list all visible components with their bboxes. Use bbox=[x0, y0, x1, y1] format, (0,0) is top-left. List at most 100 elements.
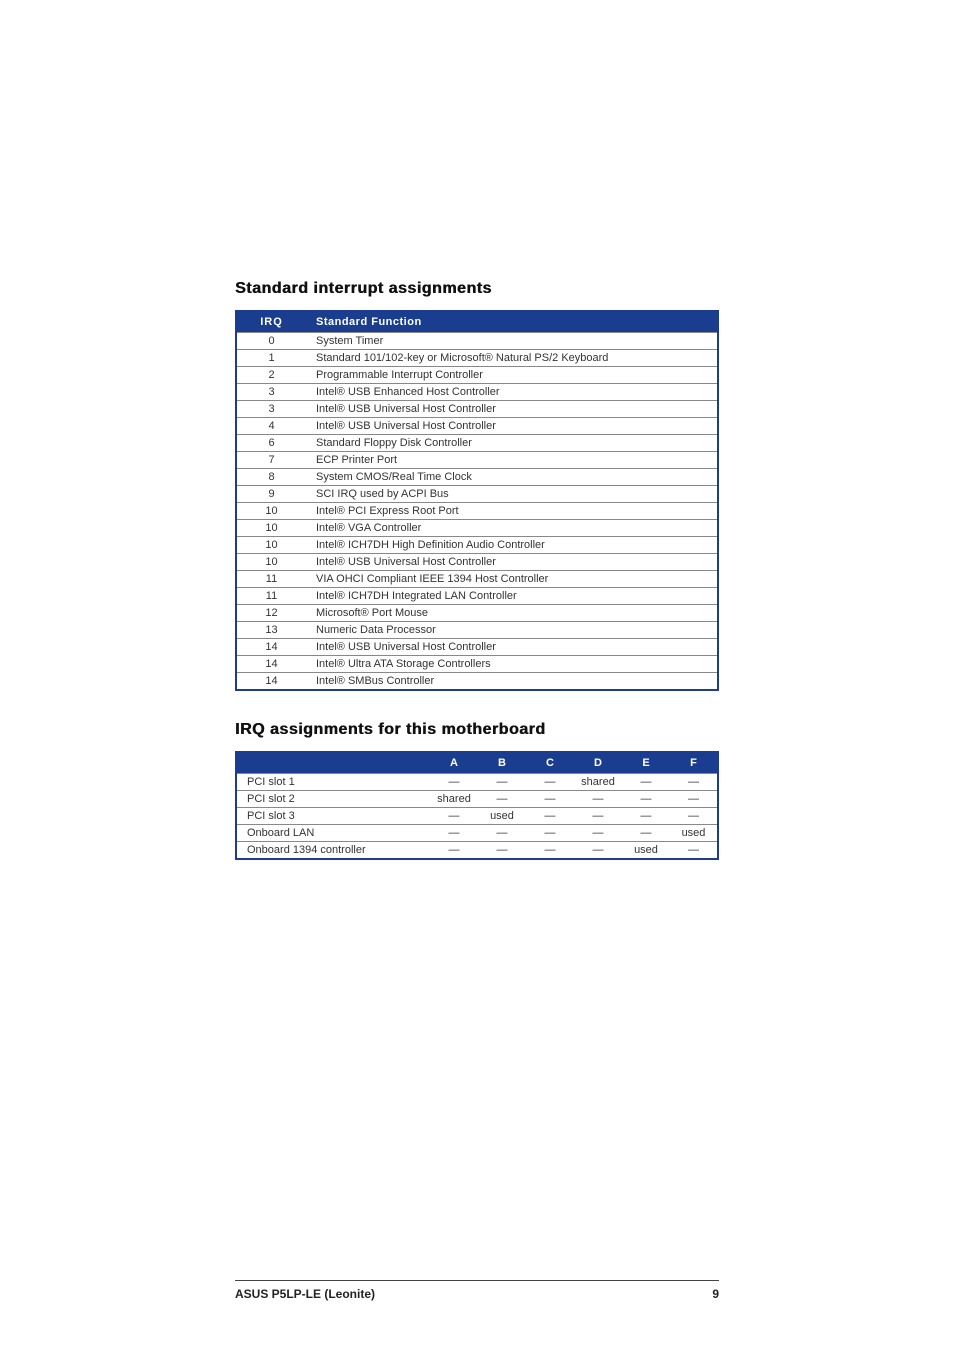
table-row: 14Intel® USB Universal Host Controller bbox=[236, 639, 718, 656]
page: Standard interrupt assignments IRQ Stand… bbox=[0, 0, 954, 1351]
col-header-b: B bbox=[478, 752, 526, 774]
col-header-c: C bbox=[526, 752, 574, 774]
cell-value: — bbox=[574, 791, 622, 808]
table-row: 9SCI IRQ used by ACPI Bus bbox=[236, 486, 718, 503]
cell-value: — bbox=[670, 791, 718, 808]
cell-irq: 2 bbox=[236, 367, 306, 384]
cell-function: Programmable Interrupt Controller bbox=[306, 367, 718, 384]
cell-irq: 1 bbox=[236, 350, 306, 367]
table-row: 13Numeric Data Processor bbox=[236, 622, 718, 639]
cell-function: Intel® ICH7DH High Definition Audio Cont… bbox=[306, 537, 718, 554]
cell-function: Intel® USB Universal Host Controller bbox=[306, 554, 718, 571]
table-row: 14Intel® SMBus Controller bbox=[236, 673, 718, 691]
cell-irq: 14 bbox=[236, 656, 306, 673]
cell-function: Microsoft® Port Mouse bbox=[306, 605, 718, 622]
cell-irq: 10 bbox=[236, 537, 306, 554]
cell-irq: 13 bbox=[236, 622, 306, 639]
cell-value: — bbox=[526, 808, 574, 825]
cell-value: — bbox=[622, 808, 670, 825]
cell-row-label: Onboard 1394 controller bbox=[236, 842, 430, 860]
cell-irq: 7 bbox=[236, 452, 306, 469]
cell-value: — bbox=[526, 791, 574, 808]
cell-irq: 14 bbox=[236, 639, 306, 656]
col-header-f: F bbox=[670, 752, 718, 774]
cell-value: used bbox=[478, 808, 526, 825]
section-title-interrupt: Standard interrupt assignments bbox=[235, 280, 719, 298]
cell-row-label: PCI slot 1 bbox=[236, 774, 430, 791]
cell-value: — bbox=[430, 774, 478, 791]
cell-value: — bbox=[574, 808, 622, 825]
cell-value: — bbox=[574, 842, 622, 860]
cell-function: Intel® PCI Express Root Port bbox=[306, 503, 718, 520]
cell-row-label: PCI slot 2 bbox=[236, 791, 430, 808]
table-row: 3Intel® USB Enhanced Host Controller bbox=[236, 384, 718, 401]
table-row: 14Intel® Ultra ATA Storage Controllers bbox=[236, 656, 718, 673]
cell-irq: 11 bbox=[236, 571, 306, 588]
cell-function: Intel® USB Universal Host Controller bbox=[306, 639, 718, 656]
cell-function: Intel® SMBus Controller bbox=[306, 673, 718, 691]
cell-irq: 10 bbox=[236, 554, 306, 571]
table-row: PCI slot 2shared————— bbox=[236, 791, 718, 808]
cell-row-label: PCI slot 3 bbox=[236, 808, 430, 825]
table-row: 10Intel® USB Universal Host Controller bbox=[236, 554, 718, 571]
cell-value: — bbox=[478, 842, 526, 860]
cell-value: shared bbox=[574, 774, 622, 791]
cell-irq: 0 bbox=[236, 333, 306, 350]
cell-function: System CMOS/Real Time Clock bbox=[306, 469, 718, 486]
table-row: 11Intel® ICH7DH Integrated LAN Controlle… bbox=[236, 588, 718, 605]
interrupt-table: IRQ Standard Function 0System Timer1Stan… bbox=[235, 310, 719, 691]
cell-irq: 10 bbox=[236, 520, 306, 537]
cell-irq: 14 bbox=[236, 673, 306, 691]
cell-value: — bbox=[622, 825, 670, 842]
table-row: PCI slot 1———shared—— bbox=[236, 774, 718, 791]
cell-value: — bbox=[430, 808, 478, 825]
cell-value: used bbox=[622, 842, 670, 860]
cell-function: Intel® USB Universal Host Controller bbox=[306, 401, 718, 418]
cell-function: System Timer bbox=[306, 333, 718, 350]
cell-irq: 4 bbox=[236, 418, 306, 435]
footer-product: ASUS P5LP-LE (Leonite) bbox=[235, 1287, 375, 1301]
cell-value: — bbox=[622, 791, 670, 808]
table-row: 8System CMOS/Real Time Clock bbox=[236, 469, 718, 486]
cell-irq: 10 bbox=[236, 503, 306, 520]
cell-value: — bbox=[430, 842, 478, 860]
table-row: 11VIA OHCI Compliant IEEE 1394 Host Cont… bbox=[236, 571, 718, 588]
table-row: 10Intel® VGA Controller bbox=[236, 520, 718, 537]
cell-function: Intel® USB Enhanced Host Controller bbox=[306, 384, 718, 401]
cell-function: Intel® ICH7DH Integrated LAN Controller bbox=[306, 588, 718, 605]
cell-irq: 11 bbox=[236, 588, 306, 605]
cell-function: Numeric Data Processor bbox=[306, 622, 718, 639]
table-row: 0System Timer bbox=[236, 333, 718, 350]
table-row: 2Programmable Interrupt Controller bbox=[236, 367, 718, 384]
table-row: Onboard 1394 controller————used— bbox=[236, 842, 718, 860]
table-row: 6Standard Floppy Disk Controller bbox=[236, 435, 718, 452]
table-header-row: A B C D E F bbox=[236, 752, 718, 774]
col-header-irq: IRQ bbox=[236, 311, 306, 333]
cell-value: — bbox=[670, 774, 718, 791]
table-row: 10Intel® ICH7DH High Definition Audio Co… bbox=[236, 537, 718, 554]
cell-irq: 12 bbox=[236, 605, 306, 622]
cell-row-label: Onboard LAN bbox=[236, 825, 430, 842]
cell-irq: 3 bbox=[236, 384, 306, 401]
cell-value: — bbox=[478, 774, 526, 791]
cell-function: ECP Printer Port bbox=[306, 452, 718, 469]
cell-value: used bbox=[670, 825, 718, 842]
cell-value: — bbox=[574, 825, 622, 842]
cell-function: Intel® Ultra ATA Storage Controllers bbox=[306, 656, 718, 673]
table-row: 1Standard 101/102-key or Microsoft® Natu… bbox=[236, 350, 718, 367]
table-row: 4Intel® USB Universal Host Controller bbox=[236, 418, 718, 435]
table-row: 7ECP Printer Port bbox=[236, 452, 718, 469]
table-header-row: IRQ Standard Function bbox=[236, 311, 718, 333]
cell-function: Standard 101/102-key or Microsoft® Natur… bbox=[306, 350, 718, 367]
irq-assign-table: A B C D E F PCI slot 1———shared——PCI slo… bbox=[235, 751, 719, 860]
table-row: 3Intel® USB Universal Host Controller bbox=[236, 401, 718, 418]
section-title-irq-assign: IRQ assignments for this motherboard bbox=[235, 721, 719, 739]
cell-function: Standard Floppy Disk Controller bbox=[306, 435, 718, 452]
cell-value: — bbox=[478, 791, 526, 808]
cell-irq: 9 bbox=[236, 486, 306, 503]
col-header-d: D bbox=[574, 752, 622, 774]
cell-value: — bbox=[526, 774, 574, 791]
cell-value: — bbox=[526, 842, 574, 860]
cell-function: Intel® USB Universal Host Controller bbox=[306, 418, 718, 435]
cell-value: — bbox=[526, 825, 574, 842]
